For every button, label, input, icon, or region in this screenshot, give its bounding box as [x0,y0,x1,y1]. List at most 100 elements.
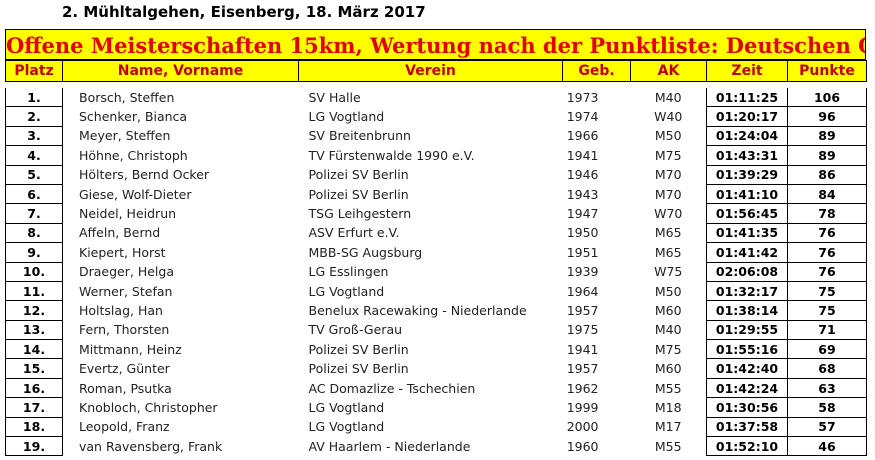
cell-geb: 1975 [566,322,599,338]
table-row: 13. Fern, Thorsten TV Groß-Gerau 1975 M40 01:… [5,320,867,341]
header-verein: Verein [298,60,563,82]
cell-platz: 4. [5,145,63,166]
header-ak: AK [630,60,707,82]
table-row: 15. Evertz, Günter Polizei SV Berlin 1957 M6… [5,358,867,379]
cell-geb: 1939 [566,264,599,280]
results-body: 1. Borsch, Steffen SV Halle 1973 M40 01:11:25… [5,82,867,457]
cell-name: Borsch, Steffen [79,89,175,105]
cell-name: Draeger, Helga [79,264,174,280]
cell-zeit: 01:42:24 [706,378,788,399]
cell-geb: 1943 [566,186,599,202]
cell-verein: Polizei SV Berlin [308,361,409,377]
cell-verein: LG Vogtland [308,283,385,299]
table-row: 5. Hölters, Bernd Ocker Polizei SV Berlin 1… [5,165,867,185]
table-row: 12. Holtslag, Han Benelux Racewaking - Nie… [5,300,867,321]
cell-ak: M17 [654,419,682,435]
cell-name: Kiepert, Horst [79,244,166,260]
cell-punkte: 71 [787,320,867,341]
cell-punkte: 89 [787,145,867,166]
results-table: Platz Name, Vorname Verein Geb. AK Zeit … [5,60,867,457]
cell-punkte: 75 [787,281,867,302]
cell-name: Hölters, Bernd Ocker [79,167,210,183]
table-row: 4. Höhne, Christoph TV Fürstenwalde 1990 e… [5,145,867,166]
cell-geb: 1957 [566,361,599,377]
cell-name: Meyer, Steffen [79,128,171,144]
cell-punkte: 58 [787,397,867,418]
cell-punkte: 75 [787,300,867,321]
cell-zeit: 01:55:16 [706,339,788,360]
cell-geb: 1941 [566,341,599,357]
cell-ak: M50 [654,283,682,299]
cell-platz: 12. [5,300,63,321]
table-row: 7. Neidel, Heidrun TSG Leihgestern 1947 W70 0… [5,203,867,224]
cell-punkte: 106 [787,88,867,108]
cell-verein: Polizei SV Berlin [308,341,409,357]
header-punkte: Punkte [787,60,867,82]
cell-verein: Benelux Racewaking - Niederlande [308,302,527,318]
cell-platz: 6. [5,184,63,205]
cell-geb: 1957 [566,302,599,318]
cell-verein: LG Esslingen [308,264,389,280]
cell-ak: W75 [654,264,683,280]
cell-ak: M60 [654,302,682,318]
table-row: 1. Borsch, Steffen SV Halle 1973 M40 01:11:25… [5,88,867,108]
cell-punkte: 76 [787,242,867,263]
cell-punkte: 89 [787,126,867,147]
cell-zeit: 01:39:29 [706,165,788,185]
results-banner: Offene Meisterschaften 15km, Wertung nac… [5,29,866,60]
table-row: 19. van Ravensberg, Frank AV Haarlem - Nie… [5,436,867,457]
cell-verein: Polizei SV Berlin [308,186,409,202]
cell-verein: SV Breitenbrunn [308,128,411,144]
cell-geb: 1941 [566,147,599,163]
cell-platz: 17. [5,397,63,418]
cell-name: Evertz, Günter [79,361,170,377]
cell-zeit: 01:56:45 [706,203,788,224]
cell-platz: 14. [5,339,63,360]
cell-punkte: 78 [787,203,867,224]
table-row: 17. Knobloch, Christopher LG Vogtland 1999 M… [5,397,867,418]
header-geb: Geb. [562,60,631,82]
cell-zeit: 01:38:14 [706,300,788,321]
cell-verein: LG Vogtland [308,399,385,415]
cell-platz: 13. [5,320,63,341]
header-platz: Platz [5,60,63,82]
cell-zeit: 01:20:17 [706,106,788,127]
cell-name: Holtslag, Han [79,302,163,318]
cell-ak: M65 [654,225,682,241]
cell-platz: 15. [5,358,63,379]
cell-ak: W70 [654,206,683,222]
table-row: 14. Mittmann, Heinz Polizei SV Berlin 1941 M… [5,339,867,360]
cell-zeit: 01:42:40 [706,358,788,379]
table-row: 10. Draeger, Helga LG Esslingen 1939 W75 02:0… [5,262,867,282]
cell-ak: M75 [654,147,682,163]
table-row: 18. Leopold, Franz LG Vogtland 2000 M17 01:37… [5,417,867,438]
cell-platz: 3. [5,126,63,147]
cell-ak: M40 [654,89,682,105]
cell-verein: ASV Erfurt e.V. [308,225,400,241]
cell-name: Fern, Thorsten [79,322,170,338]
cell-verein: AC Domazlize - Tschechien [308,380,476,396]
cell-name: Leopold, Franz [79,419,170,435]
cell-zeit: 01:41:42 [706,242,788,263]
cell-zeit: 01:41:35 [706,223,788,244]
cell-verein: Polizei SV Berlin [308,167,409,183]
cell-platz: 8. [5,223,63,244]
cell-platz: 19. [5,436,63,457]
table-row: 3. Meyer, Steffen SV Breitenbrunn 1966 M50 01… [5,126,867,147]
table-row: 16. Roman, Psutka AC Domazlize - Tschechie… [5,378,867,399]
cell-ak: M70 [654,186,682,202]
cell-punkte: 63 [787,378,867,399]
cell-name: Affeln, Bernd [79,225,161,241]
cell-platz: 11. [5,281,63,302]
header-zeit: Zeit [706,60,788,82]
cell-zeit: 01:37:58 [706,417,788,438]
cell-ak: M40 [654,322,682,338]
cell-punkte: 57 [787,417,867,438]
cell-geb: 1966 [566,128,599,144]
cell-geb: 1973 [566,89,599,105]
cell-platz: 9. [5,242,63,263]
cell-zeit: 01:52:10 [706,436,788,457]
cell-platz: 5. [5,165,63,185]
cell-name: Mittmann, Heinz [79,341,182,357]
cell-ak: M75 [654,341,682,357]
